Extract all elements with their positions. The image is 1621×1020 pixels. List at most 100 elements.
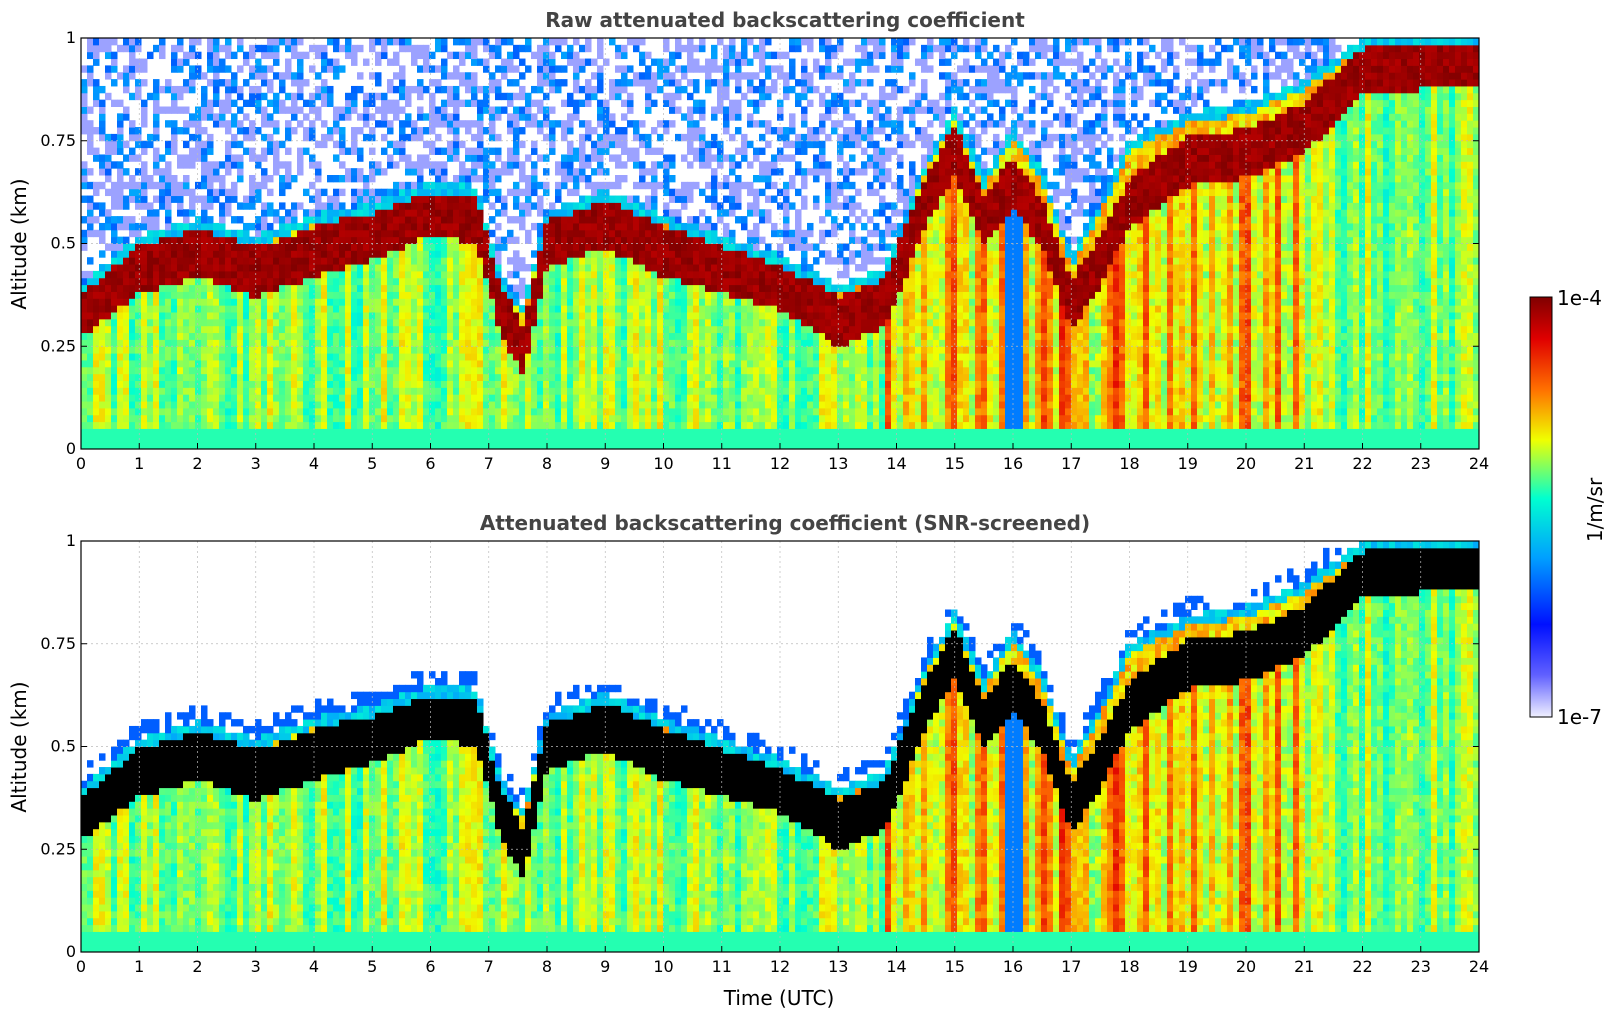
heatmap-cell: [381, 188, 388, 197]
heatmap-cell: [327, 202, 334, 210]
heatmap-cell: [165, 407, 172, 416]
heatmap-cell: [87, 65, 94, 73]
heatmap-cell: [165, 161, 172, 169]
heatmap-cell: [687, 284, 694, 292]
heatmap-cell: [141, 366, 148, 375]
heatmap-cell: [687, 339, 694, 347]
heatmap-cell: [177, 243, 184, 251]
heatmap-cell: [141, 264, 148, 272]
heatmap-cell: [429, 188, 436, 197]
heatmap-cell: [471, 387, 478, 395]
heatmap-cell: [513, 359, 520, 368]
heatmap-cell: [609, 298, 616, 306]
heatmap-cell: [423, 264, 430, 272]
heatmap-cell: [111, 202, 118, 210]
heatmap-cell: [309, 250, 316, 258]
heatmap-cell: [315, 264, 322, 272]
heatmap-cell: [273, 332, 280, 340]
heatmap-cell: [525, 401, 532, 409]
heatmap-cell: [465, 277, 472, 286]
heatmap-cell: [303, 236, 310, 244]
heatmap-cell: [219, 120, 226, 128]
heatmap-cell: [603, 277, 610, 286]
heatmap-cell: [597, 428, 604, 436]
heatmap-cell: [189, 257, 196, 265]
heatmap-cell: [435, 222, 442, 231]
heatmap-cell: [645, 380, 652, 388]
heatmap-cell: [399, 154, 406, 162]
heatmap-cell: [387, 188, 394, 197]
heatmap-cell: [417, 44, 424, 53]
heatmap-cell: [543, 120, 550, 128]
heatmap-cell: [141, 442, 148, 450]
heatmap-cell: [393, 222, 400, 231]
heatmap-cell: [591, 168, 598, 176]
heatmap-cell: [681, 277, 688, 286]
heatmap-cell: [231, 120, 238, 128]
heatmap-cell: [423, 257, 430, 265]
heatmap-cell: [135, 373, 142, 381]
heatmap-cell: [549, 387, 556, 395]
heatmap-cell: [555, 291, 562, 299]
heatmap-cell: [495, 147, 502, 155]
heatmap-cell: [681, 332, 688, 340]
heatmap-cell: [453, 332, 460, 340]
heatmap-cell: [105, 44, 112, 53]
heatmap-cell: [393, 147, 400, 155]
heatmap-cell: [501, 435, 508, 443]
heatmap-cell: [609, 442, 616, 450]
heatmap-cell: [117, 380, 124, 388]
heatmap-cell: [171, 133, 178, 142]
heatmap-cell: [675, 435, 682, 443]
heatmap-cell: [651, 85, 658, 94]
heatmap-cell: [393, 38, 400, 46]
heatmap-cell: [555, 188, 562, 197]
heatmap-cell: [129, 175, 136, 183]
heatmap-cell: [243, 202, 250, 210]
heatmap-cell: [657, 442, 664, 450]
heatmap-cell: [579, 366, 586, 375]
heatmap-cell: [651, 168, 658, 176]
heatmap-cell: [615, 202, 622, 210]
heatmap-cell: [81, 277, 88, 286]
heatmap-cell: [381, 236, 388, 244]
heatmap-cell: [459, 243, 466, 251]
heatmap-cell: [693, 264, 700, 272]
heatmap-cell: [633, 120, 640, 128]
heatmap-cell: [477, 325, 484, 334]
heatmap-cell: [597, 277, 604, 286]
heatmap-cell: [171, 428, 178, 436]
heatmap-cell: [333, 113, 340, 121]
heatmap-cell: [405, 85, 412, 94]
heatmap-cell: [105, 435, 112, 443]
heatmap-cell: [405, 428, 412, 436]
heatmap-cell: [663, 442, 670, 450]
heatmap-cell: [249, 373, 256, 381]
heatmap-cell: [663, 229, 670, 238]
heatmap-cell: [687, 236, 694, 244]
heatmap-cell: [345, 168, 352, 176]
heatmap-cell: [261, 181, 268, 190]
heatmap-cell: [165, 380, 172, 388]
heatmap-cell: [111, 133, 118, 142]
heatmap-cell: [189, 373, 196, 381]
heatmap-cell: [171, 380, 178, 388]
heatmap-cell: [453, 236, 460, 244]
heatmap-cell: [171, 147, 178, 155]
heatmap-cell: [609, 421, 616, 429]
heatmap-cell: [225, 250, 232, 258]
heatmap-cell: [111, 298, 118, 306]
heatmap-cell: [549, 222, 556, 231]
heatmap-cell: [621, 127, 628, 135]
heatmap-cell: [135, 243, 142, 251]
heatmap-cell: [543, 181, 550, 190]
heatmap-cell: [147, 366, 154, 375]
heatmap-cell: [489, 312, 496, 320]
heatmap-cell: [615, 243, 622, 251]
heatmap-cell: [489, 291, 496, 299]
heatmap-cell: [537, 72, 544, 80]
heatmap-cell: [309, 305, 316, 313]
heatmap-cell: [537, 339, 544, 347]
heatmap-cell: [207, 428, 214, 436]
heatmap-cell: [267, 270, 274, 279]
